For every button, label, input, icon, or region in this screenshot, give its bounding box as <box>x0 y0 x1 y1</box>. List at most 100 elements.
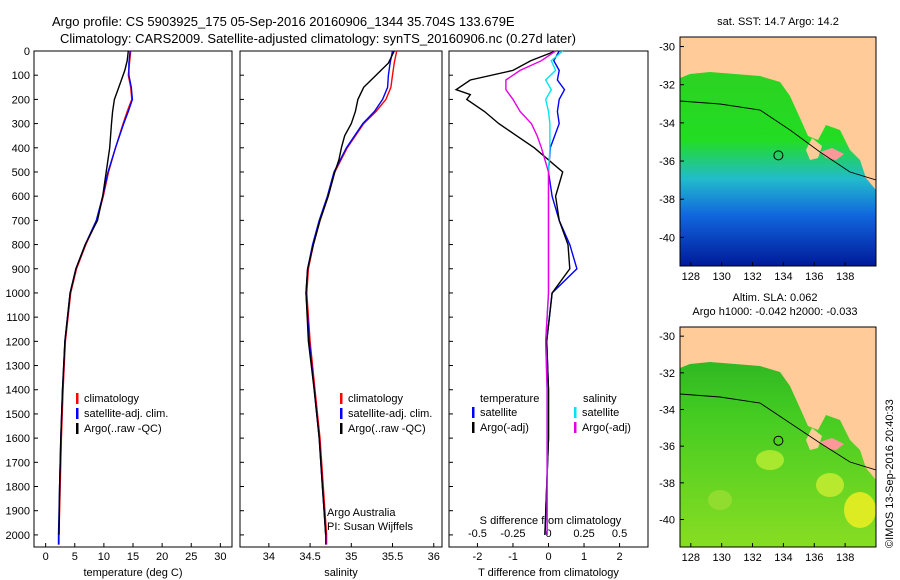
temperature-tick-label: 30 <box>214 551 226 563</box>
map-lat-tick-label: -34 <box>659 405 675 417</box>
salinity-tick-label: 34 <box>263 551 275 563</box>
depth-tick-label: 1300 <box>6 361 30 373</box>
map-lat-tick-label: -38 <box>659 478 675 490</box>
temperature-tick-label: 25 <box>185 551 197 563</box>
depth-tick-label: 1700 <box>6 457 30 469</box>
sla-map-title-1: Altim. SLA: 0.062 <box>733 292 818 304</box>
depth-tick-label: 2000 <box>6 530 30 542</box>
map-lon-tick-label: 132 <box>743 271 761 283</box>
difference-s-tick-label: -0.5 <box>468 528 487 540</box>
depth-tick-label: 900 <box>12 264 30 276</box>
difference-t-tick-label: 2 <box>617 551 623 563</box>
sst-kangaroo-island <box>806 138 822 160</box>
difference-s-tick-label: -0.25 <box>500 528 525 540</box>
map-lon-tick-label: 132 <box>743 552 761 564</box>
map-lat-tick-label: -30 <box>659 331 675 343</box>
temperature-legend-label: satellite-adj. clim. <box>84 408 168 420</box>
salinity-xlabel: salinity <box>324 567 358 579</box>
salinity-tick-label: 35.5 <box>382 551 403 563</box>
sla-map-frame <box>679 326 877 548</box>
sla-map-title-2: Argo h1000: -0.042 h2000: -0.033 <box>692 306 857 318</box>
temperature-legend-swatch <box>76 408 79 419</box>
temperature-plot-frame <box>33 50 233 548</box>
depth-tick-label: 600 <box>12 191 30 203</box>
sst-land <box>680 37 876 190</box>
salinity-legend-swatch <box>340 423 343 434</box>
salinity-legend-label: climatology <box>348 393 404 405</box>
difference-t-tick-label: 1 <box>581 551 587 563</box>
difference-series-line <box>505 50 556 535</box>
difference-legend-salinity-swatch <box>574 407 577 418</box>
map-lat-tick-label: -38 <box>659 194 675 206</box>
map-lat-tick-label: -36 <box>659 156 675 168</box>
salinity-legend-label: Argo(..raw -QC) <box>348 423 426 435</box>
profile-plots: 0100200300400500600700800900100011001200… <box>6 46 649 579</box>
sst-map-title: sat. SST: 14.7 Argo: 14.2 <box>717 16 839 28</box>
map-lon-tick-label: 130 <box>712 271 730 283</box>
temperature-tick-label: 20 <box>156 551 168 563</box>
sst-argo-location-marker <box>773 150 784 161</box>
depth-tick-label: 400 <box>12 143 30 155</box>
map-lon-tick-label: 130 <box>712 552 730 564</box>
temperature-series-line <box>58 50 129 535</box>
difference-legend-temperature-swatch <box>472 407 475 418</box>
sst-map-frame <box>679 36 877 267</box>
temperature-legend-label: climatology <box>84 393 140 405</box>
salinity-legend-label: satellite-adj. clim. <box>348 408 432 420</box>
temperature-tick-label: 10 <box>98 551 110 563</box>
sst-map: sat. SST: 14.7 Argo: 14.2 128 130 132 134 13… <box>659 16 877 283</box>
map-lon-tick-label: 128 <box>682 271 700 283</box>
map-lon-tick-label: 136 <box>805 552 823 564</box>
depth-tick-label: 100 <box>12 70 30 82</box>
sst-map-axes: 128 130 132 134 136 138 -30 -32 -34 -36 -38 -40 <box>659 42 854 283</box>
map-lon-tick-label: 136 <box>805 271 823 283</box>
salinity-legend-swatch <box>340 408 343 419</box>
temperature-tick-label: 15 <box>127 551 139 563</box>
salinity-tick-label: 36 <box>428 551 440 563</box>
difference-s-xlabel: S difference from climatology <box>480 515 622 527</box>
sst-land-patch <box>820 148 844 160</box>
sla-eddy <box>708 490 732 510</box>
sla-eddy <box>756 450 784 470</box>
depth-tick-label: 1100 <box>6 312 30 324</box>
map-lat-tick-label: -34 <box>659 118 675 130</box>
map-lat-tick-label: -30 <box>659 42 675 54</box>
difference-t-tick-label: -1 <box>508 551 518 563</box>
salinity-series-line <box>305 50 395 535</box>
map-lat-tick-label: -40 <box>659 232 675 244</box>
depth-tick-label: 1800 <box>6 482 30 494</box>
sla-map-axes: 128 130 132 134 136 138 -30 -32 -34 -36 -38 -40 <box>659 331 854 564</box>
difference-t-tick-label: -2 <box>473 551 483 563</box>
depth-tick-label: 1900 <box>6 506 30 518</box>
temperature-tick-label: 5 <box>72 551 78 563</box>
sla-depth-contour <box>680 393 876 471</box>
map-lon-tick-label: 138 <box>836 271 854 283</box>
temperature-legend-label: Argo(..raw -QC) <box>84 423 162 435</box>
salinity-legend-swatch <box>340 393 343 404</box>
difference-legend-temperature-label: satellite <box>480 407 517 419</box>
sla-eddy <box>844 492 876 528</box>
salinity-series-line <box>305 50 394 545</box>
depth-tick-label: 500 <box>12 167 30 179</box>
header-line-1: Argo profile: CS 5903925_175 05-Sep-2016… <box>52 14 515 29</box>
header-line-2: Climatology: CARS2009. Satellite-adjuste… <box>60 31 576 46</box>
map-lat-tick-label: -36 <box>659 441 675 453</box>
map-lon-tick-label: 138 <box>836 552 854 564</box>
sla-land <box>680 327 876 480</box>
difference-legend-salinity-label: Argo(-adj) <box>582 422 631 434</box>
difference-legend-title: salinity <box>583 393 617 405</box>
difference-s-tick-label: 0.25 <box>573 528 594 540</box>
depth-tick-label: 700 <box>12 215 30 227</box>
salinity-tick-label: 34.5 <box>299 551 320 563</box>
depth-tick-label: 200 <box>12 94 30 106</box>
temperature-legend-swatch <box>76 393 79 404</box>
depth-tick-label: 1200 <box>6 336 30 348</box>
salinity-annotation: PI: Susan Wijffels <box>327 521 413 533</box>
credit-text: ©IMOS 13-Sep-2016 20:40:33 <box>884 399 896 548</box>
map-lon-tick-label: 134 <box>774 271 792 283</box>
difference-s-tick-label: 0 <box>545 528 551 540</box>
difference-t-tick-label: 0 <box>545 551 551 563</box>
difference-legend-salinity-swatch <box>574 422 577 433</box>
salinity-series-line <box>306 50 398 545</box>
difference-legend-temperature-swatch <box>472 422 475 433</box>
